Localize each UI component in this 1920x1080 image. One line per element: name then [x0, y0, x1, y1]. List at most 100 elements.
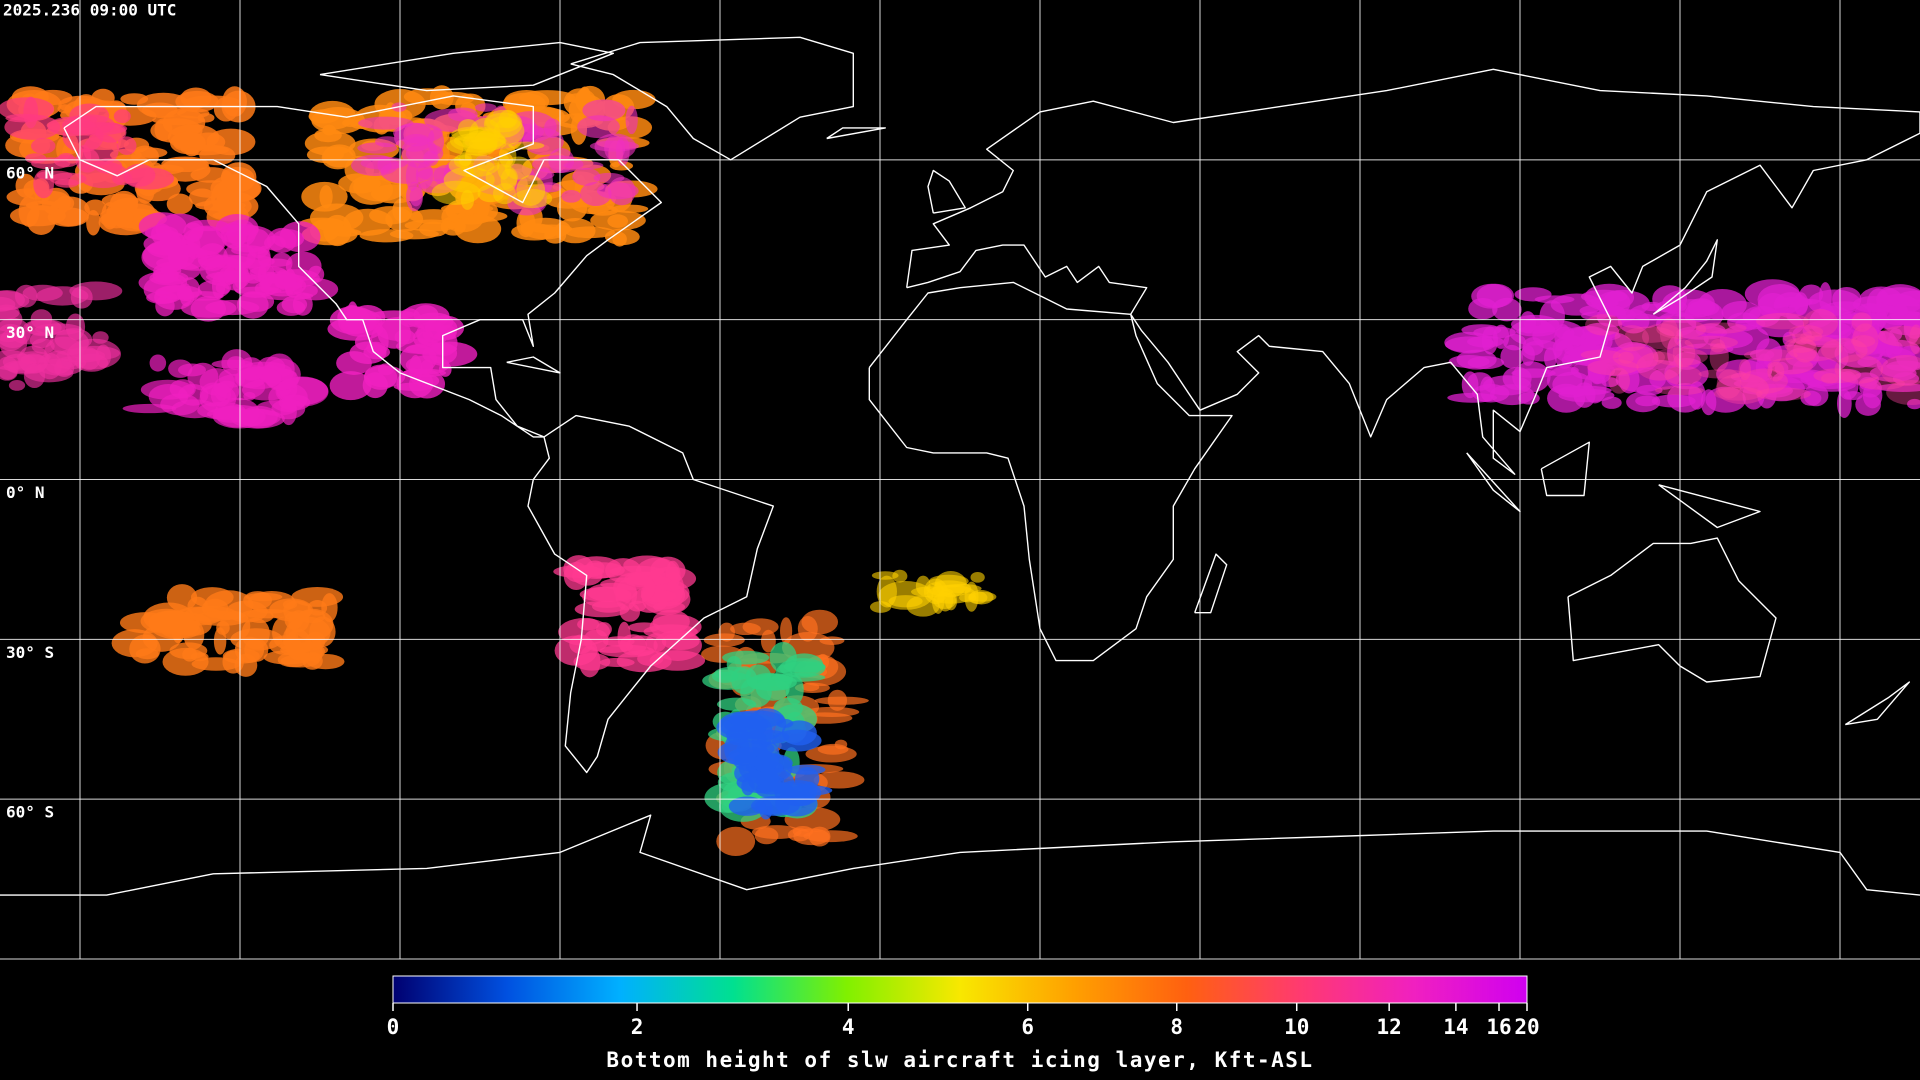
icing-patch — [1834, 354, 1884, 384]
coastline — [506, 356, 561, 374]
icing-patch — [161, 156, 209, 173]
coastline — [1540, 441, 1591, 497]
icing-patch — [1740, 368, 1788, 394]
latitude-label: 30° S — [6, 643, 54, 662]
icing-patch — [179, 277, 200, 302]
icing-patch — [1713, 386, 1763, 401]
icing-patch — [363, 365, 406, 388]
icing-patch — [135, 648, 159, 660]
icing-patch — [181, 298, 237, 318]
icing-patch — [906, 595, 940, 617]
icing-patch — [1743, 349, 1798, 362]
icing-patch — [1909, 324, 1920, 355]
icing-patch — [1862, 382, 1883, 409]
icing-patch — [1779, 369, 1825, 378]
icing-patch — [1907, 398, 1920, 410]
icing-patch — [338, 173, 381, 194]
icing-patch — [1715, 373, 1770, 405]
icing-patch — [36, 170, 73, 181]
icing-patch — [1767, 361, 1785, 382]
icing-patch — [1612, 346, 1666, 368]
icing-patch — [1821, 373, 1839, 384]
icing-patch — [234, 636, 265, 663]
icing-patch — [1655, 311, 1697, 337]
icing-patch — [292, 292, 313, 316]
icing-patch — [1710, 339, 1726, 353]
icing-patch — [74, 122, 128, 136]
icing-patch — [31, 137, 56, 154]
icing-patch — [1625, 326, 1675, 343]
coastline — [0, 814, 1920, 896]
icing-patch — [285, 616, 331, 649]
icing-patch — [1511, 368, 1556, 378]
icing-patch — [259, 274, 307, 297]
latitude-label: 60° N — [6, 163, 54, 182]
icing-patch — [1802, 309, 1838, 337]
colorbar-tick-label: 10 — [1284, 1015, 1309, 1039]
icing-patch — [1738, 358, 1751, 381]
icing-patch — [223, 267, 237, 285]
icing-patch — [166, 193, 193, 215]
icing-patch — [1821, 338, 1868, 363]
icing-patch — [787, 764, 826, 775]
icing-patch — [711, 669, 739, 683]
coastline — [319, 41, 614, 92]
icing-patch — [754, 827, 779, 845]
icing-patch — [1816, 343, 1849, 372]
icing-patch — [454, 214, 502, 244]
icing-patch — [1709, 342, 1729, 372]
colorbar-tick-label: 12 — [1377, 1015, 1402, 1039]
icing-patch — [827, 689, 848, 711]
timestamp: 2025.236 09:00 UTC — [3, 1, 176, 20]
icing-patch — [1756, 312, 1809, 330]
icing-patch — [474, 103, 497, 112]
icing-patch — [53, 154, 79, 168]
icing-patch — [612, 572, 656, 605]
icing-patch — [0, 332, 19, 343]
icing-patch — [1793, 292, 1809, 316]
icing-patch — [336, 351, 372, 375]
icing-patch — [301, 181, 348, 212]
icing-patch — [375, 136, 400, 148]
icing-patch — [187, 362, 219, 391]
icing-patch — [99, 207, 134, 229]
icing-patch — [149, 271, 189, 286]
icing-patch — [0, 296, 16, 312]
icing-patch — [573, 652, 611, 671]
icing-patch — [1479, 376, 1496, 402]
icing-patch — [565, 226, 615, 239]
icing-patch — [1876, 383, 1920, 392]
icing-patch — [1800, 390, 1822, 406]
icing-patch — [892, 569, 908, 583]
icing-patch — [1636, 351, 1683, 381]
icing-patch — [448, 107, 478, 122]
icing-patch — [1793, 338, 1818, 363]
icing-patch — [191, 657, 241, 671]
icing-patch — [1698, 369, 1747, 379]
coastline — [570, 36, 854, 161]
icing-patch — [532, 155, 584, 174]
icing-patch — [1886, 379, 1920, 406]
icing-patch — [498, 143, 517, 168]
colorbar-tick-label: 14 — [1443, 1015, 1468, 1039]
icing-patch — [1580, 289, 1628, 304]
icing-patch — [1716, 369, 1742, 399]
icing-patch — [359, 229, 414, 243]
icing-patch — [70, 286, 93, 309]
colorbar — [392, 975, 1528, 1004]
coastline — [1194, 553, 1228, 614]
icing-patch — [508, 141, 545, 150]
icing-patch — [1618, 351, 1634, 364]
icing-patch — [184, 147, 199, 157]
icing-patch — [1852, 323, 1879, 356]
icing-patch — [216, 620, 230, 635]
icing-patch — [561, 189, 582, 203]
icing-patch — [235, 366, 282, 390]
coastline — [826, 127, 886, 140]
icing-patch — [728, 796, 766, 816]
icing-patch — [834, 739, 848, 750]
icing-patch — [329, 371, 372, 401]
icing-patch — [760, 629, 776, 653]
icing-patch — [113, 109, 131, 124]
